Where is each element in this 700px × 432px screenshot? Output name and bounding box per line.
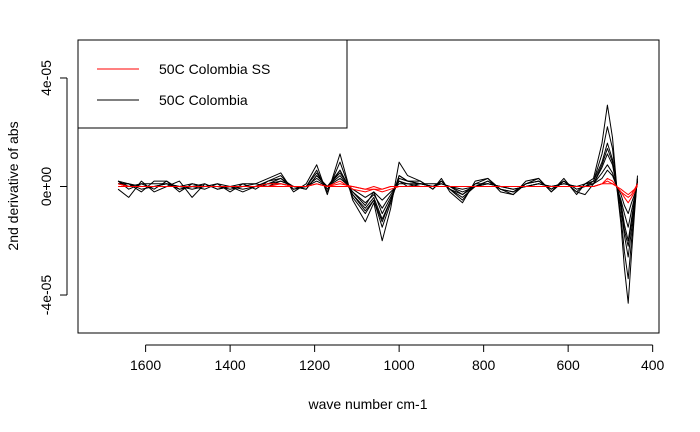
y-tick-label: 4e-05 — [38, 60, 54, 96]
x-tick-label: 1600 — [130, 357, 161, 373]
series-line-50c-colombia-3 — [118, 153, 638, 242]
y-tick-label: -4e-05 — [38, 275, 54, 316]
x-tick-label: 1200 — [299, 357, 330, 373]
series-line-50c-colombia-7 — [117, 148, 638, 247]
y-tick-label: 0e+00 — [38, 167, 54, 207]
y-axis: -4e-05 0e+00 4e-05 — [38, 60, 68, 316]
plot-frame — [77, 39, 660, 334]
x-tick-label: 600 — [556, 357, 580, 373]
legend-label: 50C Colombia — [159, 92, 248, 108]
x-tick-label: 400 — [641, 357, 665, 373]
x-tick-label: 1400 — [215, 357, 246, 373]
series-layer — [117, 104, 638, 304]
legend-box — [77, 39, 348, 129]
legend-label: 50C Colombia SS — [159, 61, 270, 77]
series-line-50c-colombia-6 — [117, 104, 638, 304]
x-axis-label: wave number cm-1 — [307, 396, 427, 412]
x-tick-label: 1000 — [384, 357, 415, 373]
x-axis: 1600 1400 1200 1000 800 600 400 — [130, 344, 665, 373]
y-axis-label: 2nd derivative of abs — [5, 121, 21, 250]
legend: 50C Colombia SS 50C Colombia — [77, 39, 348, 129]
series-line-50c-colombia-ss-3 — [117, 177, 638, 204]
x-tick-label: 800 — [472, 357, 496, 373]
series-line-50c-colombia-2 — [117, 142, 638, 258]
